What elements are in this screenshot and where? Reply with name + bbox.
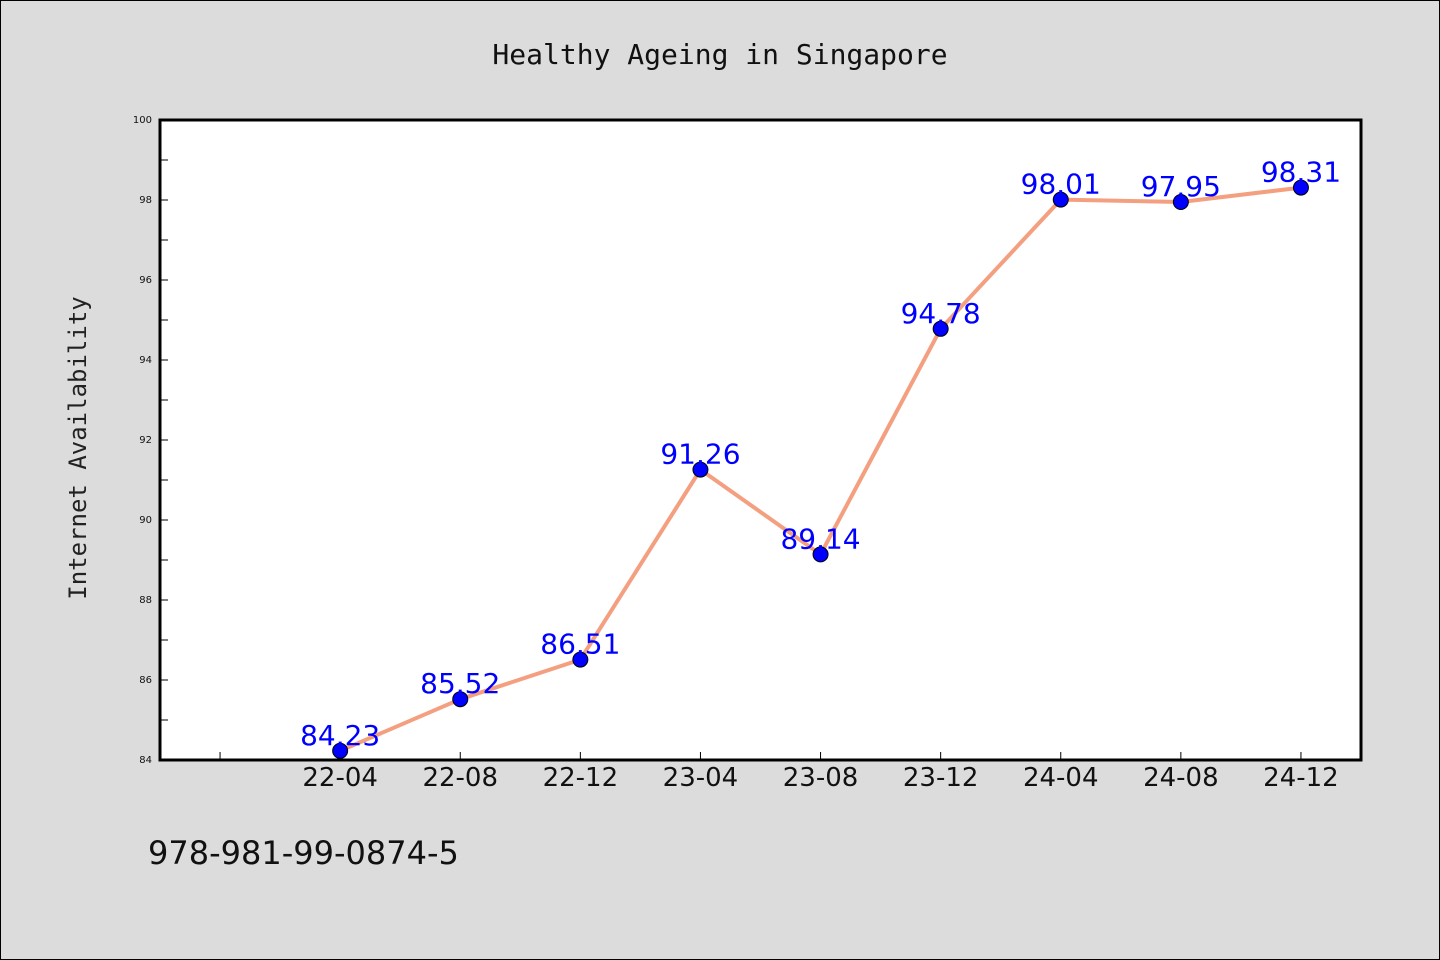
y-tick-label: 94 <box>139 355 152 366</box>
data-label: 97.95 <box>1141 170 1221 203</box>
x-tick-label: 23-04 <box>663 763 739 793</box>
data-label: 89.14 <box>780 522 860 555</box>
chart-marks: 84 86 88 90 92 94 96 98 100 22-04 22-08 22-12 23-04 2… <box>133 115 1341 793</box>
y-tick-label: 98 <box>139 195 152 206</box>
y-tick-label: 92 <box>139 435 152 446</box>
data-point <box>1172 194 1189 210</box>
x-tick-label: 24-12 <box>1263 763 1339 793</box>
data-label: 94.78 <box>901 297 981 330</box>
data-point <box>332 742 349 759</box>
plot-frame <box>158 118 1363 762</box>
y-tick-label: 88 <box>139 595 152 606</box>
y-tick-label: 84 <box>139 755 152 766</box>
y-tick-label: 96 <box>139 275 152 286</box>
x-tick-label: 23-08 <box>783 763 859 793</box>
data-label: 98.01 <box>1021 168 1101 201</box>
data-label: 84.23 <box>300 719 380 752</box>
x-tick-label: 22-08 <box>422 763 498 793</box>
data-point <box>1292 179 1309 196</box>
x-tick-label: 24-04 <box>1023 763 1099 793</box>
x-tick-label: 22-12 <box>543 763 619 793</box>
x-tick-label: 24-08 <box>1143 763 1219 793</box>
y-tick-label: 100 <box>133 115 152 126</box>
data-label: 86.51 <box>540 628 620 661</box>
x-tick-label: 22-04 <box>302 763 378 793</box>
x-tick-label: 23-12 <box>903 763 979 793</box>
y-tick-label: 86 <box>139 675 152 686</box>
data-point <box>452 691 469 708</box>
chart-title: Healthy Ageing in Singapore <box>492 38 947 71</box>
data-point <box>932 320 949 337</box>
plot-area <box>160 120 1361 760</box>
data-point <box>1052 191 1069 208</box>
data-point <box>572 651 589 668</box>
data-point <box>692 461 709 478</box>
data-label: 98.31 <box>1261 156 1341 189</box>
isbn-annotation: 978-981-99-0874-5 <box>148 834 459 872</box>
y-tick-label: 90 <box>139 515 152 526</box>
y-axis-label: Internet Availability <box>64 296 92 599</box>
data-point <box>812 546 829 563</box>
data-label: 91.26 <box>660 438 740 471</box>
data-label: 85.52 <box>420 667 500 700</box>
